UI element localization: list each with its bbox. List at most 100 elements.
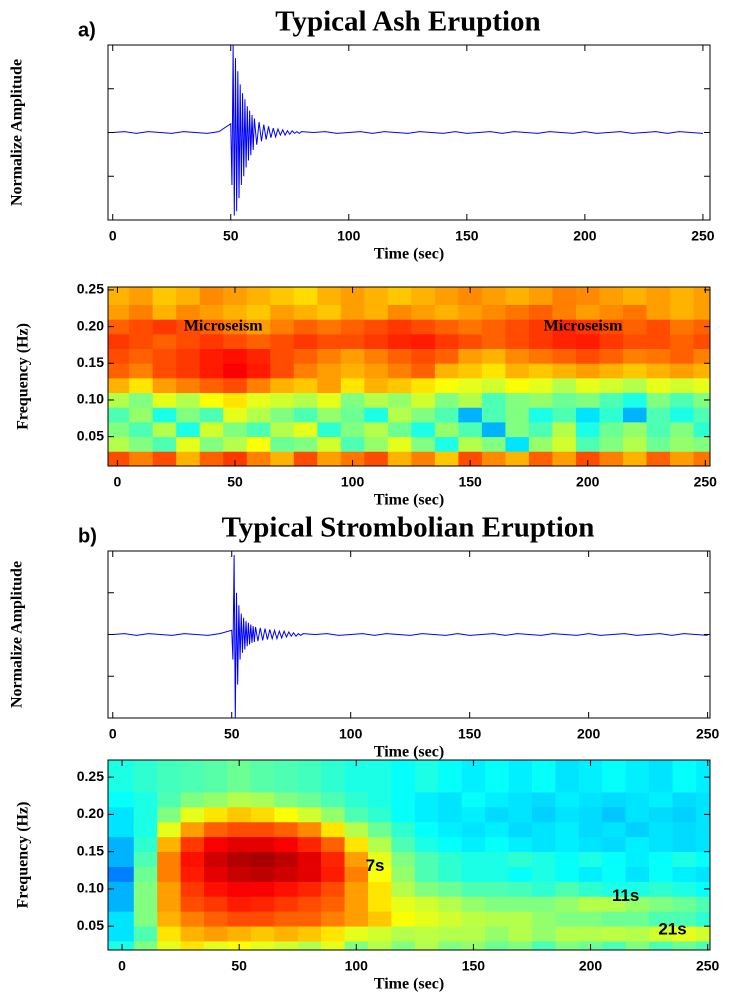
spectrogram-cell	[270, 319, 295, 335]
spectrogram-cell	[625, 792, 650, 808]
spectrogram-cell	[391, 911, 416, 927]
spectrogram-cell	[531, 836, 556, 853]
spectrogram-cell	[485, 851, 509, 867]
spectrogram-cell	[344, 806, 369, 823]
spectrogram-cell	[317, 363, 342, 379]
spectrogram-cell	[223, 333, 248, 350]
spectrogram-cell	[411, 348, 436, 364]
spectrogram-cell	[649, 866, 673, 882]
spectrogram-cell	[625, 760, 650, 793]
spectrogram-cell	[670, 392, 694, 408]
spectrogram-cell	[321, 941, 345, 950]
spectrogram-cell	[481, 451, 506, 466]
spectrogram-cell	[693, 363, 710, 379]
spectrogram-cell	[108, 836, 135, 853]
spectrogram-cell	[250, 836, 275, 853]
spectrogram-cell	[250, 911, 275, 927]
spectrogram-cell	[227, 926, 252, 942]
spectrogram-cell	[133, 851, 158, 867]
spectrogram-cell	[317, 304, 342, 320]
y-axis-label: Frequency (Hz)	[15, 802, 32, 909]
spectrogram-cell	[340, 407, 365, 423]
spectrogram-cell	[602, 851, 627, 867]
spectrogram-cell	[317, 392, 342, 408]
spectrogram-cell	[364, 407, 389, 423]
spectrogram-cell	[458, 348, 483, 364]
spectrogram-cell	[575, 333, 600, 350]
spectrogram-cell	[129, 377, 154, 394]
spectrogram-cell	[293, 304, 318, 320]
spectrogram-cell	[274, 836, 299, 853]
spectrogram-cell	[293, 348, 318, 364]
spectrogram-cell	[414, 866, 439, 882]
spectrogram-cell	[344, 760, 369, 793]
spectrogram-cell	[108, 363, 130, 379]
y-axis-label: Normalize Amplitude	[9, 561, 26, 708]
spectrogram-cell	[223, 363, 248, 379]
x-tick-label: 250	[691, 228, 715, 244]
spectrogram-cell	[152, 377, 177, 394]
spectrogram-cell	[599, 348, 624, 364]
spectrogram-cell	[414, 881, 439, 897]
spectrogram-cell	[227, 911, 252, 927]
spectrogram-cell	[458, 319, 483, 335]
spectrogram-cell	[625, 806, 650, 823]
spectrogram-cell	[250, 821, 275, 838]
spectrogram-cell	[274, 851, 299, 867]
spectrogram-cell	[387, 287, 412, 306]
spectrogram-cell	[152, 392, 177, 408]
spectrogram-cell	[199, 421, 224, 438]
x-tick-label: 50	[231, 958, 247, 974]
spectrogram-cell	[434, 392, 459, 408]
spectrogram-cell	[481, 348, 506, 364]
spectrogram-cell	[227, 851, 252, 867]
spectrogram-cell	[622, 287, 647, 306]
spectrogram-cell	[485, 806, 509, 823]
spectrogram-cell	[340, 436, 365, 452]
spectrogram-cell	[368, 941, 392, 950]
spectrogram-cell	[670, 304, 694, 320]
spectrogram-cell	[250, 896, 275, 912]
spectrogram-cell	[672, 760, 697, 793]
spectrogram-cell	[693, 348, 710, 364]
spectrogram-cell	[695, 866, 710, 882]
spectrogram-cell	[693, 319, 710, 335]
spectrogram-cell	[411, 392, 436, 408]
spectrogram-cell	[204, 836, 228, 853]
spectrogram-cell	[204, 896, 228, 912]
spectrogram-cell	[575, 451, 600, 466]
spectrogram-cell	[108, 348, 130, 364]
spectrogram-cell	[274, 866, 299, 882]
spectrogram-cell	[297, 851, 322, 867]
spectrogram-cell	[552, 377, 577, 394]
spectrogram-cell	[387, 421, 412, 438]
spectrogram-cell	[321, 760, 345, 793]
x-axis-label: Time (sec)	[374, 976, 444, 993]
spectrogram-cell	[176, 363, 201, 379]
spectrogram-cell	[250, 941, 275, 950]
spectrogram-cell	[528, 363, 553, 379]
spectrogram-cell	[578, 806, 603, 823]
spectrogram-cell	[505, 287, 530, 306]
spectrogram-cell	[552, 392, 577, 408]
spectrogram-cell	[578, 911, 603, 927]
spectrogram-cell	[108, 851, 135, 867]
spectrogram-cell	[505, 319, 530, 335]
spectrogram-cell	[622, 451, 647, 466]
spectrogram-cell	[485, 836, 509, 853]
spectrogram-cell	[552, 451, 577, 466]
spectrogram-cell	[133, 836, 158, 853]
spectrogram-cell	[176, 348, 201, 364]
spectrogram-cell	[204, 806, 228, 823]
spectrogram-cell	[250, 926, 275, 942]
y-tick-label: 0.25	[77, 768, 104, 784]
spectrogram-cell	[414, 911, 439, 927]
y-tick-label: 0.10	[77, 391, 104, 407]
spectrogram-cell	[670, 348, 694, 364]
spectrogram-cell	[528, 407, 553, 423]
spectrogram-cell	[317, 407, 342, 423]
spectrogram-cell	[270, 348, 295, 364]
spectrogram-cell	[364, 333, 389, 350]
spectrogram-cell	[387, 392, 412, 408]
spectrogram-cell	[199, 287, 224, 306]
